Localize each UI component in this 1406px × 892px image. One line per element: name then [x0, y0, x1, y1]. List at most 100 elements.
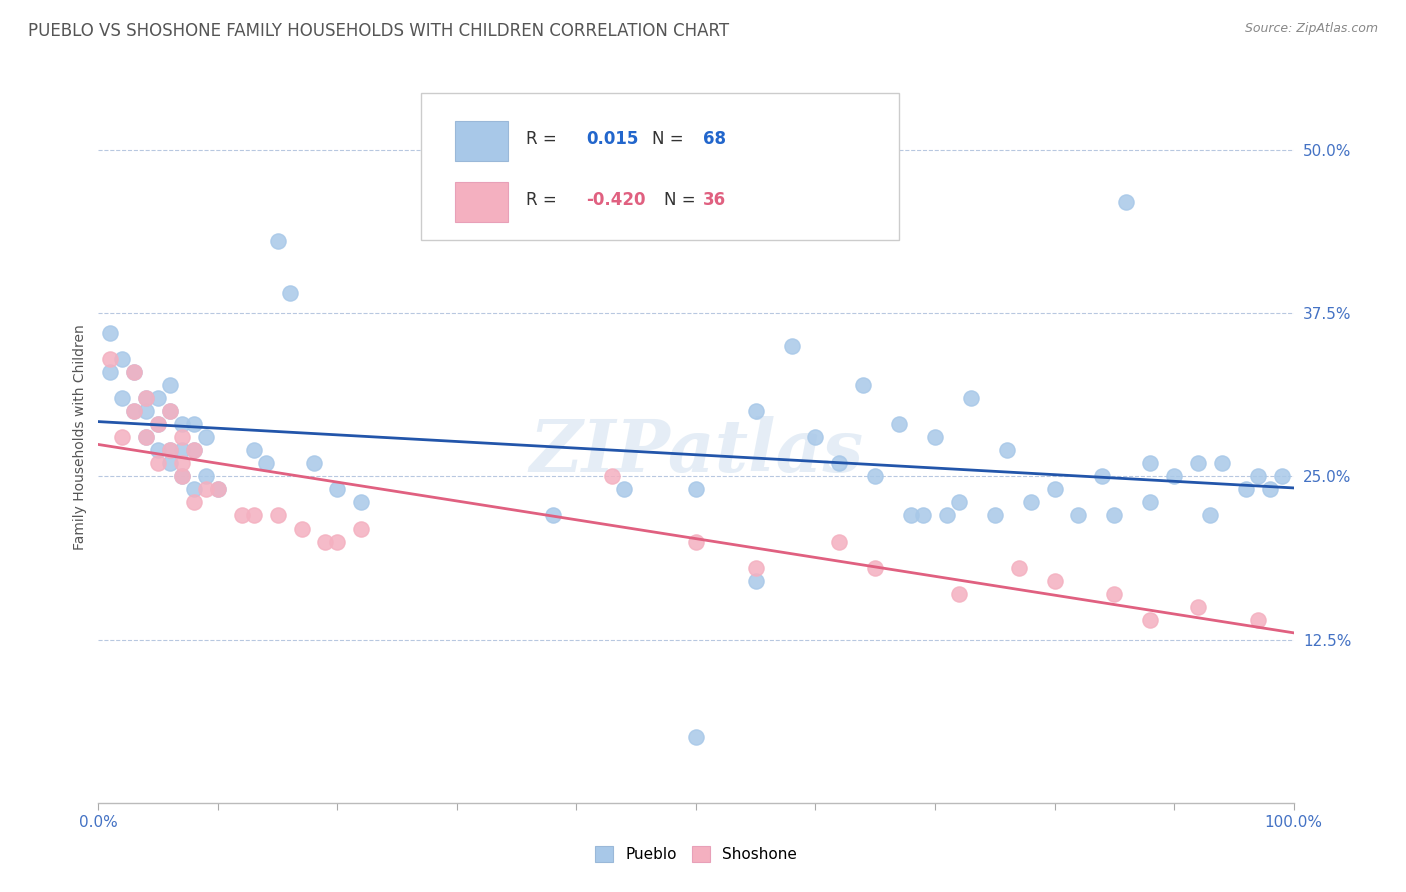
Point: [183, 495, 205, 509]
Point: [1067, 508, 1090, 523]
Point: [1043, 574, 1066, 588]
Point: [124, 365, 146, 379]
FancyBboxPatch shape: [454, 121, 509, 161]
Point: [148, 417, 170, 431]
Point: [948, 495, 970, 509]
Point: [924, 430, 946, 444]
Point: [148, 417, 170, 431]
Point: [195, 483, 218, 497]
Point: [172, 430, 194, 444]
Point: [124, 404, 146, 418]
Text: PUEBLO VS SHOSHONE FAMILY HOUSEHOLDS WITH CHILDREN CORRELATION CHART: PUEBLO VS SHOSHONE FAMILY HOUSEHOLDS WIT…: [28, 22, 730, 40]
Point: [195, 430, 218, 444]
Point: [685, 731, 707, 745]
Point: [326, 483, 349, 497]
Point: [350, 495, 373, 509]
Point: [243, 443, 266, 458]
Text: 0.015: 0.015: [586, 130, 638, 148]
Text: N =: N =: [652, 130, 689, 148]
Point: [1199, 508, 1222, 523]
Point: [243, 508, 266, 523]
Point: [172, 443, 194, 458]
FancyBboxPatch shape: [422, 94, 900, 240]
Point: [780, 339, 803, 353]
Point: [111, 430, 134, 444]
Point: [613, 483, 636, 497]
Point: [685, 483, 707, 497]
Point: [936, 508, 959, 523]
Point: [148, 456, 170, 470]
Text: Source: ZipAtlas.com: Source: ZipAtlas.com: [1244, 22, 1378, 36]
Point: [685, 534, 707, 549]
FancyBboxPatch shape: [454, 181, 509, 222]
Point: [135, 430, 157, 444]
Point: [1008, 560, 1031, 574]
Y-axis label: Family Households with Children: Family Households with Children: [73, 324, 87, 550]
Point: [159, 404, 181, 418]
Point: [828, 534, 851, 549]
Point: [315, 534, 337, 549]
Point: [602, 469, 624, 483]
Point: [1234, 483, 1257, 497]
Point: [1043, 483, 1066, 497]
Point: [111, 351, 134, 366]
Point: [124, 365, 146, 379]
Point: [995, 443, 1018, 458]
Point: [183, 483, 205, 497]
Point: [1247, 613, 1270, 627]
Point: [1187, 599, 1209, 614]
Point: [195, 469, 218, 483]
Point: [1271, 469, 1294, 483]
Point: [135, 430, 157, 444]
Point: [267, 508, 290, 523]
Point: [135, 391, 157, 405]
Point: [1163, 469, 1185, 483]
Point: [254, 456, 277, 470]
Point: [865, 469, 887, 483]
Point: [159, 443, 181, 458]
Point: [207, 483, 229, 497]
Point: [183, 443, 205, 458]
Point: [865, 560, 887, 574]
Point: [172, 469, 194, 483]
Point: [267, 234, 290, 248]
Point: [302, 456, 325, 470]
Point: [1247, 469, 1270, 483]
Point: [900, 508, 922, 523]
Point: [172, 456, 194, 470]
Point: [1139, 613, 1161, 627]
Point: [135, 404, 157, 418]
Point: [804, 430, 827, 444]
Point: [1211, 456, 1233, 470]
Point: [745, 574, 768, 588]
Text: ZIPatlas: ZIPatlas: [529, 417, 863, 487]
Point: [172, 417, 194, 431]
Text: 68: 68: [703, 130, 725, 148]
Point: [1091, 469, 1114, 483]
Point: [159, 377, 181, 392]
Point: [135, 391, 157, 405]
Point: [911, 508, 934, 523]
Point: [183, 417, 205, 431]
Point: [852, 377, 875, 392]
Point: [1258, 483, 1281, 497]
Text: R =: R =: [526, 130, 562, 148]
Point: [159, 443, 181, 458]
Point: [291, 521, 314, 535]
Point: [1139, 456, 1161, 470]
Point: [98, 365, 122, 379]
Point: [350, 521, 373, 535]
Point: [159, 456, 181, 470]
Point: [159, 404, 181, 418]
Point: [207, 483, 229, 497]
Point: [278, 286, 301, 301]
Point: [1139, 495, 1161, 509]
Point: [98, 351, 122, 366]
Point: [828, 456, 851, 470]
Point: [172, 469, 194, 483]
Point: [745, 560, 768, 574]
Point: [1019, 495, 1042, 509]
Point: [326, 534, 349, 549]
Point: [111, 391, 134, 405]
Point: [148, 391, 170, 405]
